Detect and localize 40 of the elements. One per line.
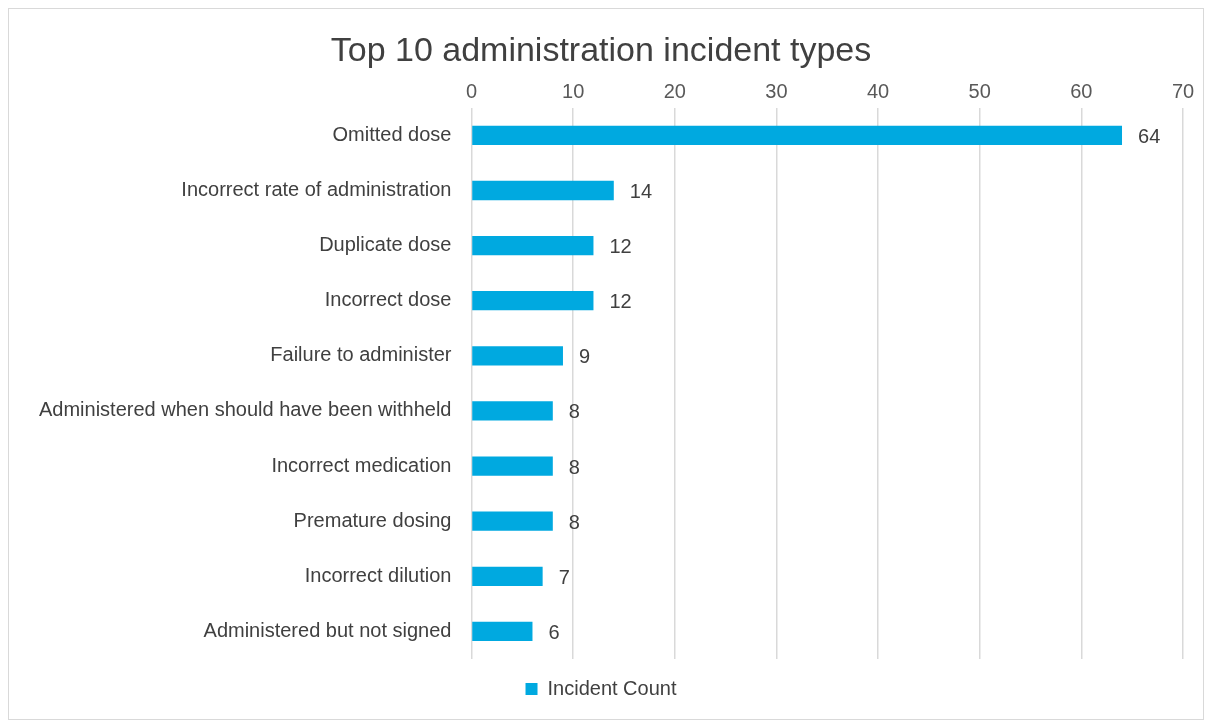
data-label: 12 (609, 235, 632, 258)
y-tick-label: Administered when should have been withheld (38, 398, 452, 421)
data-label: 6 (548, 620, 560, 643)
bar (472, 456, 553, 476)
x-tick-label: 30 (765, 80, 788, 103)
y-tick-label: Duplicate dose (319, 233, 452, 256)
y-tick-label: Incorrect dilution (304, 563, 452, 586)
data-label: 8 (568, 400, 580, 423)
x-tick-label: 60 (1070, 80, 1093, 103)
data-label: 8 (568, 455, 580, 478)
y-tick-label: Premature dosing (293, 508, 452, 531)
y-tick-label: Incorrect medication (271, 453, 452, 476)
bar (472, 511, 553, 531)
bar (472, 125, 1123, 146)
bar (472, 621, 533, 642)
data-label: 9 (578, 345, 591, 368)
x-tick-label: 20 (663, 80, 686, 103)
x-tick-label: 10 (562, 80, 585, 103)
x-tick-label: 0 (465, 80, 478, 103)
data-label: 8 (568, 510, 580, 533)
data-label: 64 (1138, 124, 1161, 147)
data-label: 14 (629, 180, 653, 202)
y-tick-label: Incorrect rate of administration (181, 178, 452, 200)
x-tick-label: 40 (866, 80, 890, 103)
y-tick-label: Omitted dose (332, 122, 452, 145)
bar (472, 291, 594, 311)
chart-title: Top 10 administration incident types (330, 29, 872, 68)
y-tick-label: Failure to administer (270, 343, 452, 366)
bar (472, 346, 563, 366)
x-tick-label: 50 (968, 80, 991, 103)
y-tick-label: Incorrect dose (324, 288, 452, 311)
legend-label: Incident Count (547, 676, 677, 699)
bar (472, 566, 543, 586)
data-label: 12 (609, 290, 632, 313)
bar (472, 180, 614, 201)
x-tick-label: 70 (1171, 80, 1195, 103)
bar (472, 401, 553, 421)
bar (472, 235, 594, 256)
data-label: 7 (558, 565, 570, 588)
y-tick-label: Administered but not signed (203, 618, 452, 641)
